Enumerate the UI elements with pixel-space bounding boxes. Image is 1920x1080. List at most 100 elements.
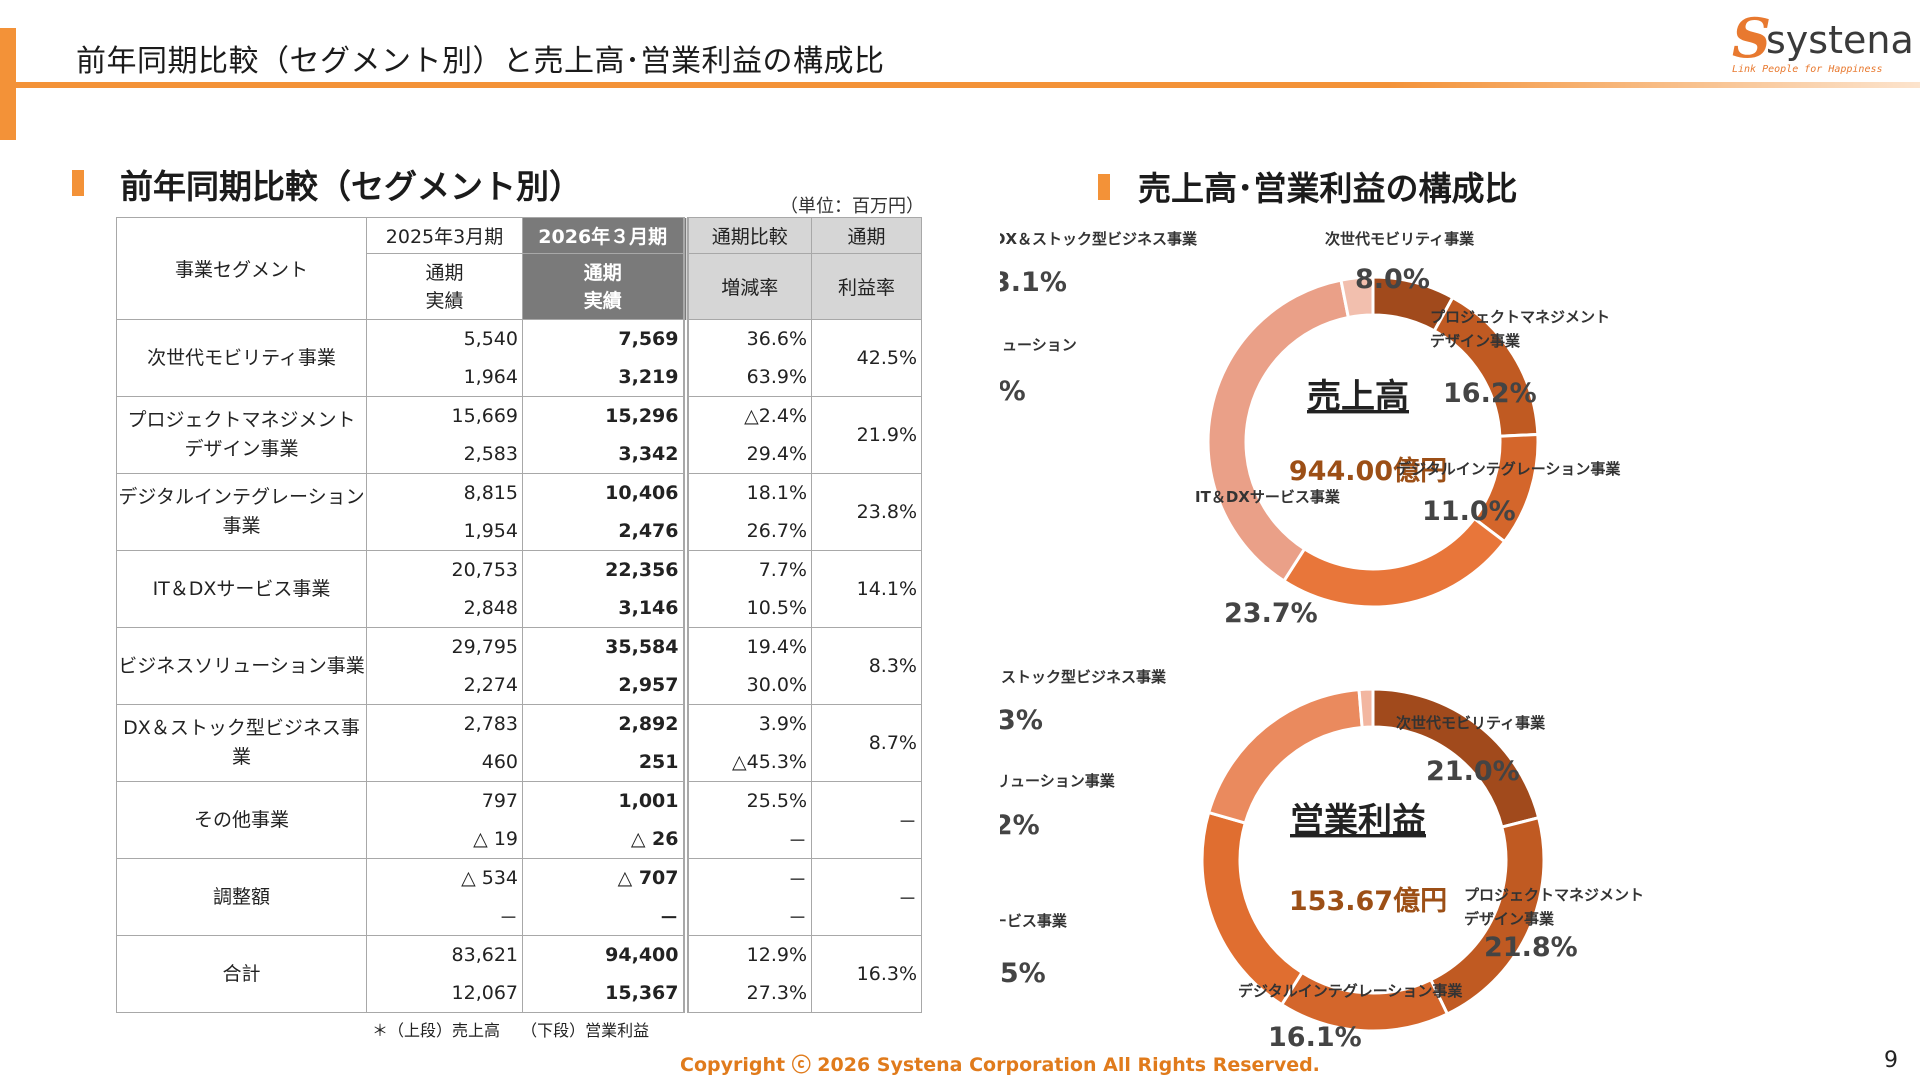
op-prev: 460 [366, 743, 523, 782]
segment-name: プロジェクトマネジメント デザイン事業 [116, 396, 367, 474]
op-prev: △ 19 [366, 820, 523, 859]
sales-change: 36.6% [682, 319, 812, 358]
sales-prev: △ 534 [366, 858, 523, 897]
slice-percent-label: 3.1% [1000, 267, 1067, 298]
op-prev: 12,067 [366, 974, 523, 1013]
table-row: その他事業 797 1,001 25.5% － [116, 781, 922, 859]
op-prev: 1,954 [366, 512, 523, 551]
header-accent-bar [0, 28, 16, 140]
slice-category-line: デザイン事業 [1464, 910, 1555, 928]
sales-prev: 20,753 [366, 550, 523, 589]
sales-change: 19.4% [682, 627, 812, 666]
operating-margin: － [811, 781, 922, 859]
op-change: 63.9% [682, 358, 812, 397]
donut-slice [1339, 275, 1375, 320]
segment-comparison-table: 事業セグメント 2025年3月期 2026年３月期 通期比較 通期 通期 実績 … [116, 217, 922, 1013]
slice-category-label: ビジネスソリューション事業 [1000, 772, 1116, 790]
slice-category-label: DX＆ストック型ビジネス事業 [1000, 668, 1167, 686]
slice-percent-label: 21.8% [1484, 932, 1578, 963]
operating-margin: 16.3% [811, 935, 922, 1013]
table-row: 調整額 △ 534 △ 707 －－ [116, 858, 922, 936]
slice-percent-label: 21.0% [1426, 756, 1520, 787]
slice-category-line: デジタルインテグレーション事業 [1396, 460, 1621, 478]
table-row: 合計 83,621 94,400 12.9% 16.3% [116, 935, 922, 1013]
slice-category-line: DX＆ストック型ビジネス事業 [1000, 230, 1198, 248]
slice-category-line: ビジネスソリューション [1000, 336, 1077, 354]
op-prev: 2,848 [366, 589, 523, 628]
sales-current: 94,400 [522, 935, 686, 974]
slice-percent-label: 16.1% [1268, 1022, 1362, 1053]
table-footnote: ＊（上段）売上高 （下段）営業利益 [372, 1021, 650, 1040]
op-current: △ 26 [522, 820, 686, 859]
subheader-change: 増減率 [682, 253, 812, 320]
slice-category-line: 次世代モビリティ事業 [1325, 230, 1475, 248]
slice-category-label: DX＆ストック型ビジネス事業 [1000, 230, 1198, 248]
operating-margin: 8.7% [811, 704, 922, 782]
donut-slice [1200, 810, 1305, 1007]
slice-percent-label: 16.2% [1443, 378, 1537, 409]
table-row: IT＆DXサービス事業 20,753 22,356 7.7% 14.1% [116, 550, 922, 628]
operating-margin: 42.5% [811, 319, 922, 397]
op-change: 29.4% [682, 435, 812, 474]
slice-percent-label: 23.7% [1224, 598, 1318, 629]
section-title-right: 売上高･営業利益の構成比 [1138, 169, 1518, 208]
sales-current: 35,584 [522, 627, 686, 666]
slice-category-line: IT＆DXサービス事業 [1000, 912, 1068, 930]
table-row: DX＆ストック型ビジネス事業 2,783 2,892 3.9% 8.7% [116, 704, 922, 782]
op-current: 3,146 [522, 589, 686, 628]
slice-category-line: プロジェクトマネジメント [1430, 308, 1610, 326]
header-divider [16, 82, 1920, 88]
operating-margin: 8.3% [811, 627, 922, 705]
op-current: 15,367 [522, 974, 686, 1013]
slice-category-label: デジタルインテグレーション事業 [1396, 460, 1621, 478]
table-row: 2,274 2,957 30.0% [117, 666, 922, 705]
op-current: － [522, 897, 686, 936]
op-current: 2,957 [522, 666, 686, 705]
section-marker-left [72, 170, 84, 196]
sales-current: 22,356 [522, 550, 686, 589]
subheader-margin: 利益率 [811, 253, 922, 320]
sales-change: 18.1% [682, 473, 812, 512]
slice-percent-label: 37.7% [1000, 376, 1026, 407]
slice-category-label: デジタルインテグレーション事業 [1238, 982, 1463, 1000]
donut-center-value: 153.67億円 [1289, 886, 1447, 917]
logo-tagline: Link People for Happiness [1732, 64, 1883, 75]
sales-change: － [682, 858, 812, 897]
segment-name: デジタルインテグレーション事業 [116, 473, 367, 551]
slice-percent-label: 20.5% [1000, 958, 1046, 989]
unit-label: （単位：百万円） [780, 196, 924, 217]
op-prev: 1,964 [366, 358, 523, 397]
op-change: － [682, 897, 812, 936]
sales-prev: 83,621 [366, 935, 523, 974]
table-row: 次世代モビリティ事業 5,540 7,569 36.6% 42.5% [116, 319, 922, 397]
header-fy2025: 2025年3月期 [366, 217, 523, 254]
sales-current: 2,892 [522, 704, 686, 743]
table-row: プロジェクトマネジメント デザイン事業 15,669 15,296 △2.4% 21.9… [116, 396, 922, 474]
donut-center-value: 944.00億円 [1289, 456, 1447, 487]
sales-prev: 29,795 [366, 627, 523, 666]
segment-name: その他事業 [116, 781, 367, 859]
segment-name: 調整額 [116, 858, 367, 936]
slice-percent-label: 8.0% [1355, 264, 1430, 295]
segment-name: IT＆DXサービス事業 [116, 550, 367, 628]
op-change: 27.3% [682, 974, 812, 1013]
op-current: 251 [522, 743, 686, 782]
slice-category-line: 次世代モビリティ事業 [1396, 714, 1546, 732]
composition-donut-charts: 売上高944.00億円次世代モビリティ事業8.0%プロジェクトマネジメントデザイ… [1000, 230, 1644, 1053]
table-row: 12,067 15,367 27.3% [117, 974, 922, 1013]
operating-margin: 21.9% [811, 396, 922, 474]
slice-category-line: デザイン事業 [1430, 332, 1521, 350]
segment-name: ビジネスソリューション事業 [116, 627, 367, 705]
donut-center-title: 営業利益 [1290, 801, 1426, 841]
sales-current: 1,001 [522, 781, 686, 820]
sales-change: 3.9% [682, 704, 812, 743]
table-row: △ 19 △ 26 － [117, 820, 922, 859]
slice-percent-label: 1.3% [1000, 705, 1043, 736]
operating-margin: － [811, 858, 922, 936]
sales-prev: 2,783 [366, 704, 523, 743]
slice-category-label: 次世代モビリティ事業 [1325, 230, 1475, 248]
op-prev: 2,583 [366, 435, 523, 474]
slice-category-label: ビジネスソリューション事業 [1000, 336, 1077, 378]
operating-margin: 14.1% [811, 550, 922, 628]
sales-current: 7,569 [522, 319, 686, 358]
